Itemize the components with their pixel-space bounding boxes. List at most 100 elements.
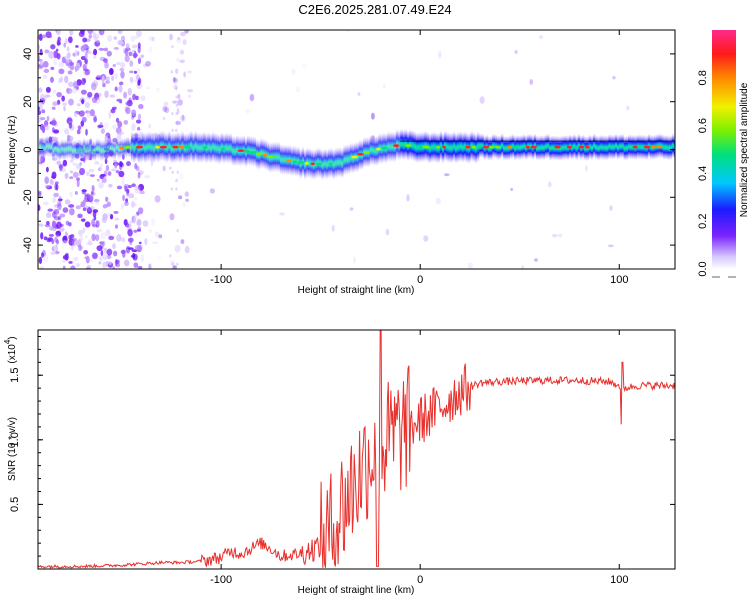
ridge-segment: [148, 131, 151, 162]
ridge-segment: [553, 135, 556, 161]
ridge-segment: [58, 140, 62, 162]
ridge-segment: [78, 138, 81, 160]
noise-speckle: [175, 68, 179, 75]
noise-speckle: [175, 95, 178, 99]
noise-speckle: [91, 233, 96, 242]
y-tick-label: -20: [22, 189, 34, 205]
noise-speckle: [124, 49, 129, 56]
noise-speckle: [107, 171, 112, 176]
noise-speckle: [172, 100, 178, 104]
ridge-segment: [503, 135, 506, 161]
noise-speckle: [98, 30, 105, 36]
ridge-segment: [152, 132, 156, 164]
noise-speckle: [90, 259, 94, 263]
noise-speckle: [179, 172, 184, 180]
noise-speckle: [46, 34, 53, 39]
noise-speckle: [40, 232, 44, 240]
noise-speckle: [93, 116, 98, 123]
noise-speckle: [122, 237, 126, 243]
noise-speckle: [50, 119, 57, 126]
noise-speckle: [39, 48, 43, 56]
ridge-segment: [102, 139, 105, 161]
ridge-segment: [630, 134, 633, 160]
ridge-segment: [588, 134, 592, 160]
noise-speckle: [157, 256, 162, 261]
spectrogram-ridge-layer: [38, 128, 675, 181]
ridge-segment: [236, 134, 239, 166]
ridge-segment: [336, 147, 340, 178]
noise-speckle: [68, 222, 72, 227]
colorbar-tick-label: 0.4: [697, 166, 709, 181]
ridge-segment: [67, 138, 70, 160]
noise-speckle: [56, 30, 62, 36]
noise-speckle: [115, 117, 120, 123]
ridge-segment: [141, 131, 145, 163]
ridge-segment: [667, 135, 670, 161]
noise-speckle: [184, 245, 190, 254]
noise-speckle: [136, 228, 142, 232]
noise-speckle: [151, 218, 156, 226]
noise-speckle: [128, 51, 133, 57]
noise-speckle: [55, 48, 59, 52]
noise-speckle: [164, 106, 170, 114]
ridge-segment: [38, 136, 42, 158]
noise-speckle: [134, 184, 139, 191]
noise-speckle: [44, 94, 51, 98]
noise-speckle: [209, 188, 215, 194]
ridge-segment: [290, 145, 294, 177]
noise-speckle: [382, 84, 386, 89]
ridge-hotspot: [135, 145, 144, 149]
noise-speckle: [103, 122, 109, 130]
ridge-segment: [546, 133, 550, 159]
ridge-segment: [84, 138, 88, 160]
noise-speckle: [171, 45, 174, 49]
noise-speckle: [148, 46, 153, 53]
noise-speckle: [585, 165, 588, 172]
chart-title: C2E6.2025.281.07.49.E24: [298, 2, 451, 17]
noise-speckle: [86, 242, 93, 246]
ridge-segment: [209, 132, 213, 164]
noise-speckle: [162, 106, 168, 112]
ridge-segment: [540, 135, 543, 160]
ridge-segment: [71, 140, 75, 162]
noise-speckle: [58, 195, 62, 203]
noise-speckle: [108, 260, 112, 265]
noise-speckle: [120, 236, 125, 242]
ridge-segment: [69, 138, 73, 160]
noise-speckle: [79, 167, 86, 176]
ridge-hotspot: [393, 144, 400, 148]
ridge-segment: [334, 147, 337, 179]
noise-speckle: [609, 205, 613, 211]
ridge-segment: [65, 138, 68, 160]
noise-speckle: [92, 252, 98, 259]
ridge-segment: [450, 132, 454, 164]
ridge-segment: [628, 134, 631, 160]
noise-speckle: [101, 75, 105, 84]
ridge-segment: [430, 131, 434, 163]
ridge-segment: [95, 138, 99, 160]
noise-speckle: [63, 42, 67, 48]
ridge-segment: [389, 131, 392, 163]
ridge-segment: [575, 135, 578, 161]
noise-speckle: [176, 229, 179, 233]
noise-speckle: [119, 67, 125, 72]
ridge-segment: [369, 134, 373, 166]
noise-speckle: [423, 235, 429, 242]
spectrogram-y-ticks: 40 20 0 -20 -40: [22, 48, 675, 253]
noise-speckle: [48, 50, 55, 59]
ridge-segment: [111, 138, 114, 160]
ridge-segment: [529, 133, 532, 159]
noise-speckle: [96, 245, 103, 252]
noise-speckle: [249, 93, 255, 102]
noise-speckle: [154, 195, 161, 203]
ridge-segment: [599, 134, 602, 160]
noise-speckle: [138, 207, 144, 215]
ridge-hotspot: [328, 162, 333, 166]
ridge-segment: [297, 146, 300, 177]
noise-speckle: [137, 79, 141, 86]
noise-speckle: [77, 125, 82, 130]
noise-speckle: [103, 247, 108, 254]
noise-speckle: [38, 161, 43, 165]
ridge-segment: [91, 140, 94, 162]
noise-speckle: [101, 177, 107, 184]
